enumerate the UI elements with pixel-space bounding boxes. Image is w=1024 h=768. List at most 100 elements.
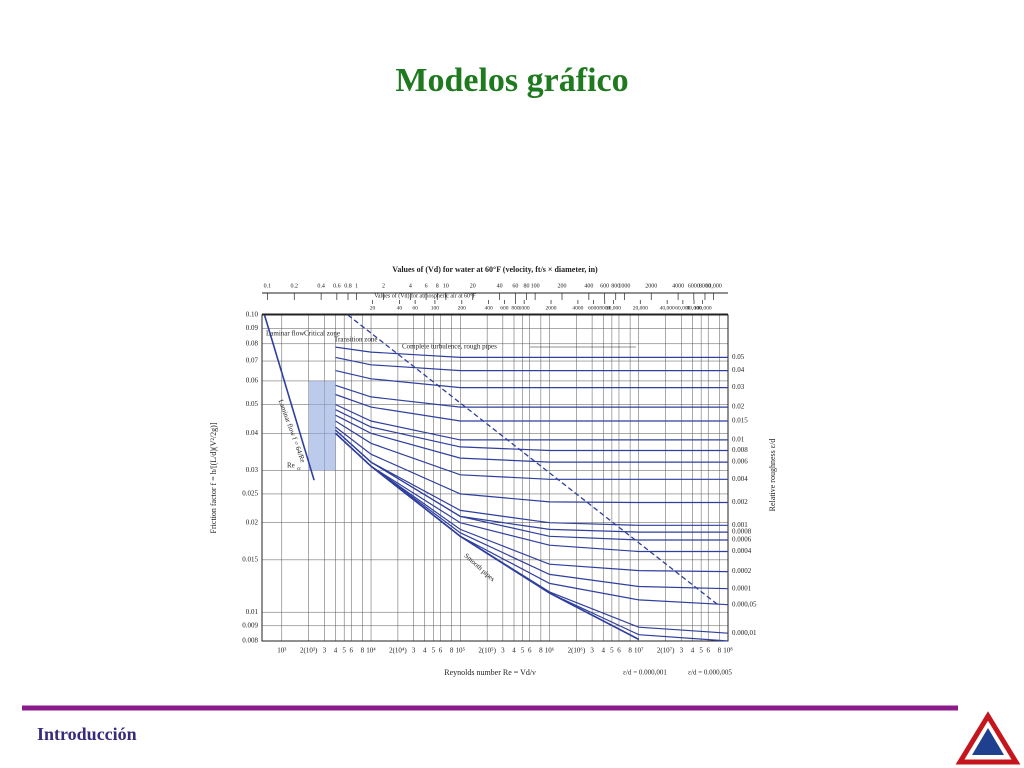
y-tick-label: 0.09 — [246, 324, 259, 332]
y-tick-label: 0.05 — [246, 400, 259, 408]
roughness-label: ε/d = 0.000,001 — [623, 669, 667, 677]
annotation: Transition zone — [334, 336, 378, 344]
y-tick-label: 0.03 — [246, 466, 259, 474]
x-tick-label: 4 — [691, 647, 695, 655]
x2-tick-label: 20 — [470, 283, 476, 289]
roughness-label: 0.0008 — [732, 528, 752, 536]
y-tick-label: 0.009 — [242, 621, 258, 629]
roughness-curve — [335, 384, 728, 408]
chart: 0.0080.0090.010.0150.020.0250.030.040.05… — [209, 265, 777, 677]
chart-title: Values of (Vd) for water at 60°F (veloci… — [392, 265, 598, 274]
x-tick-label: 4 — [601, 647, 605, 655]
roughness-label: 0.0001 — [732, 584, 752, 592]
roughness-label: 0.001 — [732, 521, 748, 529]
x2-tick-label: 8 — [436, 283, 439, 289]
x2-tick-label: 2 — [382, 283, 385, 289]
x2-tick-label: 4 — [409, 283, 412, 289]
roughness-curve — [335, 420, 728, 480]
x-tick-label: 10⁶ — [545, 647, 555, 655]
annotation: Re — [287, 462, 295, 470]
x3-tick-label: 40,000 — [660, 305, 675, 311]
x-tick-label: 10⁵ — [456, 647, 466, 655]
x-tick-label: 2(10⁵) — [478, 647, 496, 655]
roughness-label: 0.04 — [732, 366, 745, 374]
x3-tick-label: 20 — [370, 305, 376, 311]
x3-tick-label: 800 — [511, 305, 520, 311]
x-tick-label: 2(10⁶) — [568, 647, 586, 655]
x-tick-label: 3 — [501, 647, 505, 655]
transition-boundary — [347, 314, 720, 607]
x3-tick-label: 60,000 — [675, 305, 690, 311]
x2-tick-label: 10,000 — [705, 283, 722, 289]
x-tick-label: 2(10⁷) — [657, 647, 675, 655]
y-tick-label: 0.07 — [246, 357, 259, 365]
x-tick-label: 4 — [512, 647, 516, 655]
x3-tick-label: 20,000 — [633, 305, 648, 311]
x-tick-label: 2(10⁴) — [389, 647, 407, 655]
x2-tick-label: 6 — [425, 283, 428, 289]
annotation: Complete turbulence, rough pipes — [402, 343, 497, 351]
x2-tick-label: 800 — [611, 283, 620, 289]
roughness-label: 0.0002 — [732, 567, 752, 575]
laminar-line — [263, 314, 315, 481]
x2-tick-label: 4000 — [672, 283, 684, 289]
roughness-curve — [335, 346, 728, 358]
x2-tick-label: 400 — [584, 283, 593, 289]
x-tick-label: 6 — [349, 647, 353, 655]
footer-text: Introducción — [37, 724, 137, 744]
x2-tick-label: 1000 — [618, 283, 630, 289]
roughness-label: 0.006 — [732, 458, 748, 466]
x-tick-label: 5 — [699, 647, 703, 655]
x-tick-label: 6 — [617, 647, 621, 655]
x-tick-label: 4 — [334, 647, 338, 655]
x2-tick-label: 60 — [512, 283, 518, 289]
roughness-curve — [335, 393, 728, 422]
x-tick-label: 4 — [423, 647, 427, 655]
x-axis-label: Reynolds number Re = Vd/ν — [444, 668, 536, 677]
x-tick-label: 6 — [528, 647, 532, 655]
x3-tick-label: 1000 — [519, 305, 530, 311]
x-tick-label: 3 — [323, 647, 327, 655]
x2-tick-label: 600 — [600, 283, 609, 289]
x-tick-label: 8 — [361, 647, 365, 655]
roughness-label: 0.015 — [732, 417, 748, 425]
x-tick-label: 10³ — [277, 647, 286, 655]
x3-tick-label: 600 — [500, 305, 509, 311]
x-tick-label: 5 — [610, 647, 614, 655]
x3-tick-label: 2000 — [546, 305, 557, 311]
roughness-label: 0.03 — [732, 383, 745, 391]
x3-tick-label: 100 — [431, 305, 440, 311]
x2-tick-label: 2000 — [645, 283, 657, 289]
logo-triangle — [955, 711, 1021, 765]
x2-tick-label: 8000 — [699, 283, 711, 289]
roughness-label: 0.0006 — [732, 536, 752, 544]
x-tick-label: 3 — [412, 647, 416, 655]
x-tick-label: 8 — [450, 647, 454, 655]
x2-tick-label: 10 — [443, 283, 449, 289]
y2-axis-label: Relative roughness ε/d — [768, 439, 777, 512]
y-axis-label: Friction factor f = h/[(L/d)(V²/2g)] — [209, 422, 218, 533]
roughness-label: 0.002 — [732, 498, 748, 506]
annotation: Critical zone — [304, 330, 340, 338]
x-tick-label: 10⁷ — [634, 647, 644, 655]
x3-tick-label: 10,000 — [606, 305, 621, 311]
x-tick-label: 8 — [539, 647, 543, 655]
x-tick-label: 5 — [432, 647, 436, 655]
y-tick-label: 0.02 — [246, 518, 259, 526]
x-tick-label: 2(10³) — [300, 647, 318, 655]
x3-tick-label: 8000 — [599, 305, 610, 311]
x2-tick-label: 200 — [557, 283, 566, 289]
x3-tick-label: 100,000 — [694, 305, 712, 311]
roughness-label: ε/d = 0.000,005 — [688, 669, 732, 677]
smooth-pipes-curve — [334, 432, 640, 641]
x-tick-label: 10⁸ — [723, 647, 733, 655]
annotation: Laminar flow — [266, 330, 305, 338]
x-tick-label: 3 — [590, 647, 594, 655]
y-tick-label: 0.08 — [246, 339, 259, 347]
x2-tick-label: 100 — [531, 283, 540, 289]
x3-tick-label: 80,000 — [686, 305, 701, 311]
y-tick-label: 0.10 — [246, 311, 259, 319]
plot-frame — [261, 314, 729, 642]
x3-tick-label: 60 — [412, 305, 418, 311]
